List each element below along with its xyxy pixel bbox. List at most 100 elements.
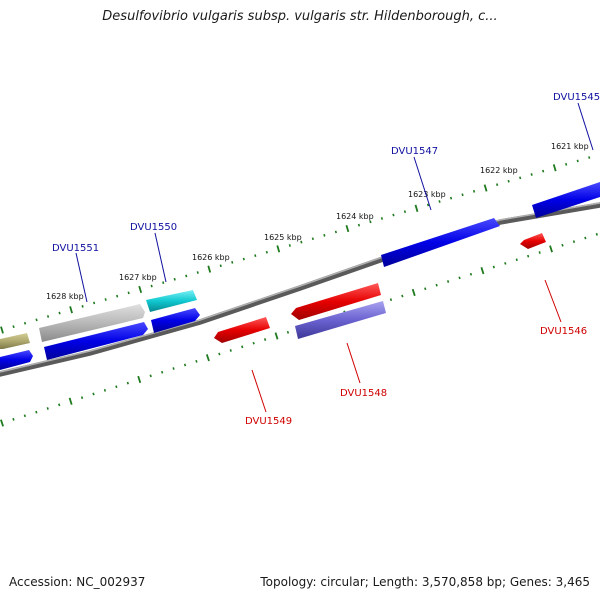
- major-tick: [207, 265, 212, 273]
- minor-tick: [35, 410, 38, 414]
- gene-olive[interactable]: [0, 333, 30, 349]
- minor-tick: [162, 281, 165, 285]
- minor-tick: [369, 220, 372, 224]
- gene-red-dvu1546[interactable]: [520, 233, 546, 249]
- minor-tick: [172, 367, 175, 370]
- minor-tick: [576, 159, 579, 163]
- leader-dvu1551: [75, 252, 88, 303]
- minor-tick: [219, 264, 222, 268]
- minor-tick: [461, 193, 464, 197]
- leader-dvu1550: [154, 232, 167, 283]
- minor-tick: [46, 315, 50, 318]
- kbp-label-1627: 1627 kbp: [119, 273, 157, 282]
- minor-tick: [263, 338, 267, 341]
- major-tick: [0, 326, 4, 334]
- gene-label-dvu1545[interactable]: DVU1545: [553, 92, 600, 103]
- major-tick: [483, 184, 488, 192]
- major-tick: [345, 224, 350, 233]
- gene-red-dvu1548[interactable]: [291, 283, 381, 320]
- major-tick: [480, 267, 485, 275]
- minor-tick: [58, 403, 61, 407]
- minor-tick: [446, 280, 450, 283]
- minor-tick: [23, 321, 27, 325]
- minor-tick: [542, 169, 545, 173]
- backbone-highlight: [0, 202, 600, 373]
- leader-dvu1545: [577, 102, 594, 151]
- minor-tick: [507, 179, 510, 183]
- minor-tick: [12, 417, 15, 421]
- minor-tick: [424, 287, 427, 291]
- minor-tick: [286, 330, 290, 334]
- minor-tick: [449, 196, 453, 200]
- minor-tick: [196, 271, 199, 274]
- minor-tick: [254, 254, 257, 258]
- minor-tick: [438, 200, 441, 203]
- minor-tick: [401, 294, 404, 298]
- gene-blue-left[interactable]: [0, 350, 33, 370]
- minor-tick: [80, 396, 84, 400]
- minor-tick: [46, 407, 49, 410]
- minor-tick: [242, 257, 245, 261]
- minor-tick: [81, 304, 84, 308]
- minor-tick: [93, 301, 96, 305]
- minor-tick: [183, 363, 187, 367]
- gene-label-dvu1546[interactable]: DVU1546: [540, 326, 587, 337]
- minor-tick: [561, 243, 564, 247]
- gene-blue-small[interactable]: [151, 308, 200, 333]
- leader-dvu1549: [251, 369, 267, 413]
- minor-tick: [104, 298, 107, 301]
- gene-label-dvu1551[interactable]: DVU1551: [52, 243, 99, 254]
- gene-cyan-dvu1550[interactable]: [146, 290, 197, 312]
- minor-tick: [492, 265, 495, 269]
- gene-blue-dvu1545[interactable]: [532, 182, 600, 218]
- minor-tick: [103, 388, 107, 392]
- gene-label-dvu1548[interactable]: DVU1548: [340, 388, 387, 399]
- major-tick: [205, 354, 210, 362]
- minor-tick: [92, 392, 95, 396]
- gene-slate-dvu1548[interactable]: [295, 301, 386, 339]
- kbp-label-1626: 1626 kbp: [192, 253, 230, 262]
- major-tick: [549, 245, 553, 253]
- gene-blue-dvu1547[interactable]: [381, 218, 500, 267]
- major-tick: [137, 375, 142, 384]
- major-tick: [68, 397, 73, 405]
- kbp-label-1623: 1623 kbp: [408, 190, 446, 199]
- major-tick: [138, 285, 143, 294]
- minor-tick: [334, 230, 337, 234]
- map-title: Desulfovibrio vulgaris subsp. vulgaris s…: [102, 9, 498, 24]
- gene-label-dvu1547[interactable]: DVU1547: [391, 146, 438, 157]
- minor-tick: [403, 210, 407, 214]
- minor-tick: [161, 370, 164, 374]
- minor-tick: [58, 311, 61, 315]
- kbp-label-1628: 1628 kbp: [46, 292, 84, 301]
- gene-gray[interactable]: [39, 304, 145, 342]
- gene-label-dvu1549[interactable]: DVU1549: [245, 416, 292, 427]
- kbp-label-1621: 1621 kbp: [551, 142, 589, 151]
- minor-tick: [527, 254, 530, 258]
- minor-tick: [173, 277, 176, 281]
- accession-text: Accession: NC_002937: [9, 575, 146, 589]
- minor-tick: [515, 258, 518, 262]
- gene-label-dvu1550[interactable]: DVU1550: [130, 222, 177, 233]
- minor-tick: [530, 173, 533, 176]
- minor-tick: [588, 156, 591, 159]
- genome-summary-text: Topology: circular; Length: 3,570,858 bp…: [260, 575, 590, 589]
- minor-tick: [12, 325, 15, 329]
- major-tick: [274, 332, 279, 340]
- gene-red-dvu1549[interactable]: [214, 317, 270, 343]
- minor-tick: [584, 236, 587, 240]
- leader-dvu1547: [413, 156, 432, 211]
- minor-tick: [288, 244, 291, 247]
- minor-tick: [150, 284, 153, 288]
- minor-tick: [149, 374, 152, 378]
- minor-tick: [392, 213, 395, 217]
- gene-blue-dvu1551[interactable]: [44, 322, 148, 360]
- major-tick: [276, 245, 281, 253]
- minor-tick: [265, 250, 268, 254]
- minor-tick: [595, 232, 598, 236]
- minor-tick: [504, 262, 507, 265]
- major-tick: [414, 204, 419, 212]
- major-tick: [552, 164, 557, 172]
- minor-tick: [241, 345, 244, 349]
